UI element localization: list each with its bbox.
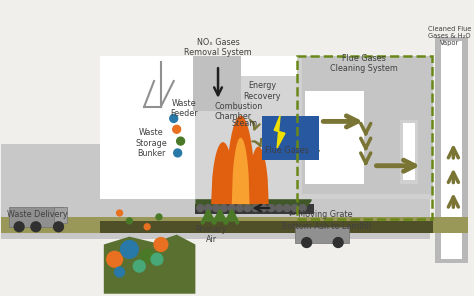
Polygon shape (232, 138, 249, 204)
Bar (403, 123, 415, 181)
Bar (104, 61, 195, 195)
Circle shape (177, 137, 184, 145)
Bar (295, 227, 349, 242)
Bar (435, 37, 468, 263)
Text: Energy
Recovery: Energy Recovery (244, 81, 281, 101)
Circle shape (283, 205, 291, 212)
Circle shape (144, 224, 150, 230)
Polygon shape (274, 115, 285, 148)
Text: Primary
Air: Primary Air (195, 225, 227, 244)
Bar (302, 57, 433, 194)
Bar (9, 207, 64, 227)
Text: NOₓ Gases
Removal System: NOₓ Gases Removal System (184, 38, 252, 57)
Bar (305, 91, 364, 184)
Bar (100, 221, 433, 233)
Bar (100, 57, 297, 199)
Circle shape (115, 267, 125, 277)
Bar (100, 57, 430, 239)
Text: Waste
Feeder: Waste Feeder (170, 99, 197, 118)
Bar (1, 144, 102, 239)
Circle shape (292, 205, 298, 212)
Text: Cleaned Flue
Gases & H₂O
Vapor: Cleaned Flue Gases & H₂O Vapor (428, 26, 471, 46)
Circle shape (197, 205, 204, 212)
Circle shape (268, 205, 274, 212)
Bar (1, 217, 468, 233)
Circle shape (244, 205, 251, 212)
Circle shape (140, 250, 154, 263)
Circle shape (275, 205, 283, 212)
Circle shape (31, 222, 41, 232)
Bar (297, 57, 432, 219)
Circle shape (170, 115, 178, 123)
Circle shape (333, 238, 343, 247)
Circle shape (156, 214, 162, 220)
Circle shape (154, 238, 168, 251)
Circle shape (133, 260, 145, 272)
Circle shape (252, 205, 259, 212)
Polygon shape (226, 115, 255, 204)
Circle shape (220, 205, 228, 212)
Text: Flue Gases
Cleaning System: Flue Gases Cleaning System (330, 54, 398, 73)
Text: Combustion
Chamber: Combustion Chamber (214, 102, 262, 121)
Bar (297, 57, 433, 199)
Circle shape (299, 205, 306, 212)
Circle shape (14, 222, 24, 232)
Circle shape (173, 125, 181, 133)
Circle shape (205, 205, 211, 212)
Text: Waste Delivery: Waste Delivery (7, 210, 67, 219)
Bar (400, 120, 418, 184)
Bar (195, 76, 297, 199)
Circle shape (127, 218, 132, 224)
Circle shape (213, 205, 219, 212)
Circle shape (107, 251, 122, 267)
Circle shape (151, 253, 163, 265)
Text: Bottom Ash to Landfill: Bottom Ash to Landfill (282, 222, 371, 231)
Polygon shape (248, 147, 269, 204)
Circle shape (302, 238, 311, 247)
Bar (262, 115, 319, 160)
Text: Flue Gases: Flue Gases (265, 147, 309, 155)
Bar (440, 41, 462, 259)
Circle shape (260, 205, 267, 212)
Circle shape (228, 205, 235, 212)
Text: Steam: Steam (231, 119, 258, 128)
Polygon shape (104, 235, 195, 294)
Circle shape (236, 205, 243, 212)
Bar (195, 204, 313, 214)
Polygon shape (211, 142, 235, 204)
Text: ← Moving Grate: ← Moving Grate (289, 210, 353, 219)
Circle shape (173, 149, 182, 157)
Text: Waste
Storage
Bunker: Waste Storage Bunker (135, 128, 167, 158)
Circle shape (120, 241, 138, 258)
Circle shape (54, 222, 64, 232)
Circle shape (117, 210, 122, 216)
Bar (193, 57, 241, 111)
Polygon shape (195, 199, 311, 209)
Bar (54, 207, 67, 223)
